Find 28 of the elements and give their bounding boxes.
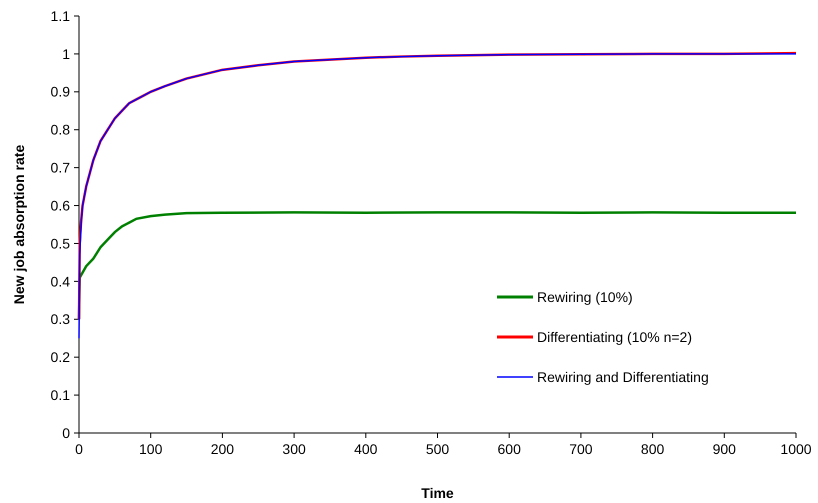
x-tick-label: 300 [282, 441, 306, 457]
x-tick-label: 0 [75, 441, 84, 457]
x-tick-label: 700 [569, 441, 593, 457]
legend-label: Differentiating (10% n=2) [537, 328, 692, 345]
y-axis-title: New job absorption rate [11, 144, 27, 304]
x-tick-label: 400 [354, 441, 378, 457]
legend-label: Rewiring and Differentiating [537, 368, 709, 385]
y-tick-label: 0.1 [50, 386, 70, 403]
y-tick-label: 0.6 [50, 197, 70, 214]
x-tick-label: 500 [426, 441, 450, 457]
x-tick-label: 900 [712, 441, 736, 457]
x-tick-label: 1000 [780, 441, 812, 457]
y-tick-label: 0 [62, 424, 70, 441]
y-tick-label: 0.4 [50, 273, 70, 290]
y-tick-label: 0.3 [50, 311, 70, 328]
y-tick-label: 0.8 [50, 122, 70, 138]
y-tick-label: 1 [62, 46, 70, 62]
x-tick-label: 600 [498, 441, 522, 457]
legend-label: Rewiring (10%) [537, 288, 633, 305]
y-tick-label: 0.2 [50, 349, 70, 366]
y-tick-label: 0.9 [50, 84, 70, 100]
x-tick-label: 800 [640, 441, 664, 457]
x-tick-label: 100 [139, 441, 163, 457]
y-tick-label: 1.1 [50, 8, 70, 24]
y-tick-label: 0.5 [50, 235, 70, 252]
x-axis-title: Time [421, 485, 454, 501]
y-tick-label: 0.7 [50, 160, 70, 176]
x-tick-label: 200 [210, 441, 234, 457]
